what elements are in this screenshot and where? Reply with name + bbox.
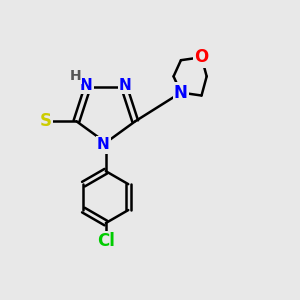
Text: N: N — [80, 78, 93, 93]
Text: Cl: Cl — [97, 232, 115, 250]
Text: N: N — [174, 84, 188, 102]
Text: O: O — [194, 48, 209, 66]
Text: N: N — [119, 78, 132, 93]
Text: S: S — [40, 112, 52, 130]
Text: H: H — [70, 68, 81, 83]
Text: N: N — [97, 137, 110, 152]
